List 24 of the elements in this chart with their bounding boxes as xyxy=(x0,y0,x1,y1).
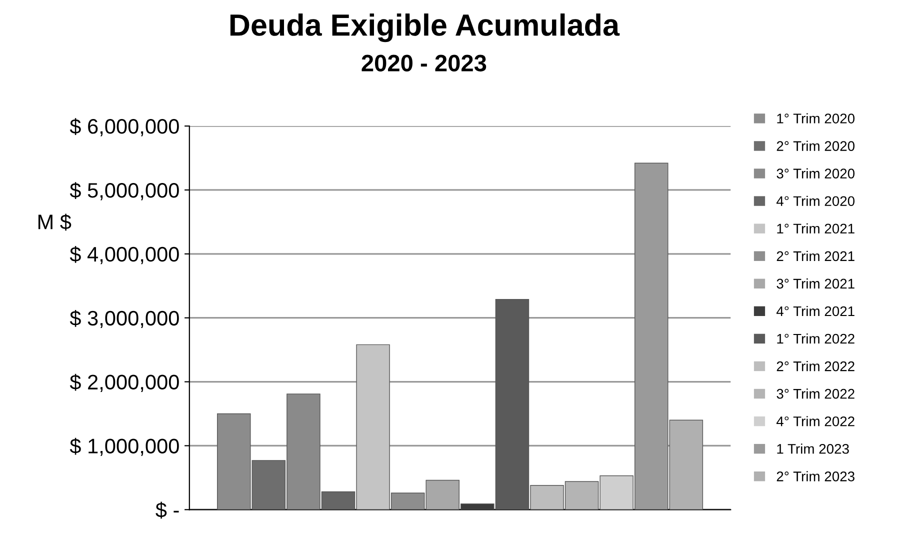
legend-label: 1° Trim 2022 xyxy=(777,333,854,344)
legend-label: 3° Trim 2020 xyxy=(776,168,855,178)
legend-label: 2° Trim 2021 xyxy=(776,250,854,262)
legend-label: 2° Trim 2020 xyxy=(776,140,855,151)
y-axis-title: M $ xyxy=(38,214,72,231)
legend-label: 2° Trim 2023 xyxy=(776,471,854,482)
legend-label: 3° Trim 2022 xyxy=(776,388,854,399)
y-tick-label: $ 6,000,000 xyxy=(70,118,179,136)
y-tick-label: $ 5,000,000 xyxy=(70,182,179,200)
legend-label: 1° Trim 2021 xyxy=(777,223,854,234)
chart-subtitle: 2020 - 2023 xyxy=(362,54,486,72)
legend-label: 4° Trim 2020 xyxy=(776,196,855,206)
legend-label: 4° Trim 2021 xyxy=(776,306,854,316)
y-tick-label: $ 4,000,000 xyxy=(70,246,179,264)
y-tick-label: $ 1,000,000 xyxy=(70,438,179,456)
y-tick-label: $ 3,000,000 xyxy=(70,310,179,328)
legend-label: 1 Trim 2023 xyxy=(777,444,849,454)
legend-label: 4° Trim 2022 xyxy=(776,416,854,426)
legend-label: 1° Trim 2020 xyxy=(777,113,855,124)
y-tick-label: $ - xyxy=(156,502,179,519)
legend-label: 2° Trim 2022 xyxy=(776,361,854,372)
chart-title: Deuda Exigible Acumulada xyxy=(230,13,620,42)
legend-label: 3° Trim 2021 xyxy=(776,278,854,289)
y-tick-label: $ 2,000,000 xyxy=(70,374,179,392)
